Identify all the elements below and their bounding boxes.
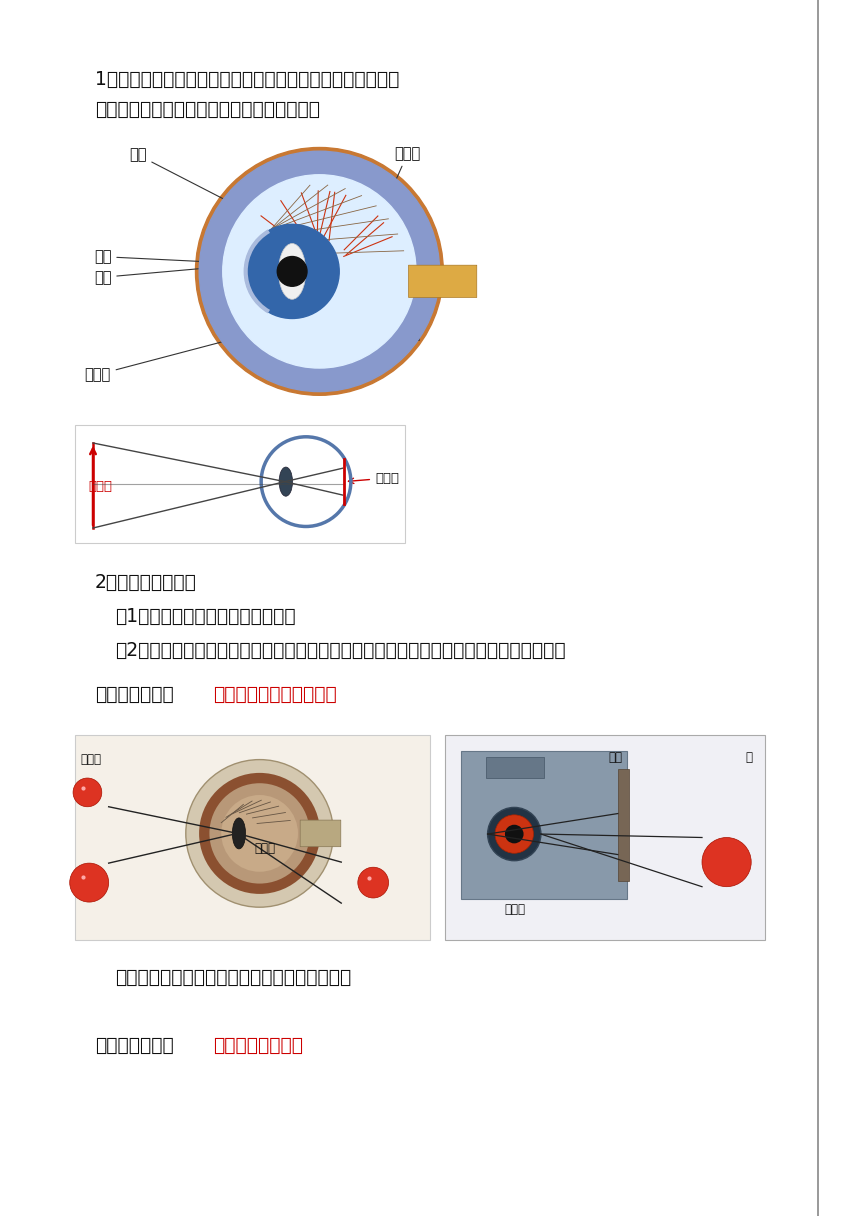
Text: 视网膜: 视网膜 <box>348 472 399 485</box>
Circle shape <box>221 795 298 872</box>
Text: 视: 视 <box>746 751 752 765</box>
Circle shape <box>223 175 416 368</box>
Circle shape <box>195 147 443 395</box>
Text: 虹膜: 虹膜 <box>129 147 290 233</box>
Text: 晶状体: 晶状体 <box>84 325 290 382</box>
Bar <box>486 758 544 778</box>
Text: 类似照相机的凸透镜成像: 类似照相机的凸透镜成像 <box>213 685 337 704</box>
Circle shape <box>702 838 751 886</box>
Text: 晶状体: 晶状体 <box>88 480 112 492</box>
Text: 人眼视物原理：: 人眼视物原理： <box>95 685 174 704</box>
Circle shape <box>277 257 307 286</box>
Bar <box>75 734 430 940</box>
Text: 晶状体的调节作用: 晶状体的调节作用 <box>213 1036 303 1055</box>
FancyBboxPatch shape <box>408 265 476 298</box>
Bar <box>445 734 765 940</box>
Text: （1）眼珠（晶状体）就是凸透镜。: （1）眼珠（晶状体）就是凸透镜。 <box>115 607 296 626</box>
Text: 凸透镜: 凸透镜 <box>504 903 525 916</box>
Ellipse shape <box>232 818 246 849</box>
Text: （2）人眼是通过睫状体（内含平滑肌）调节晶状体的曲度使远近物体的像均成在视网膜。: （2）人眼是通过睫状体（内含平滑肌）调节晶状体的曲度使远近物体的像均成在视网膜。 <box>115 641 566 660</box>
Text: 人眼视物原理：: 人眼视物原理： <box>95 1036 174 1055</box>
Ellipse shape <box>279 243 306 299</box>
Text: 瞳孔: 瞳孔 <box>94 249 274 265</box>
Circle shape <box>186 760 334 907</box>
Circle shape <box>199 773 320 894</box>
Circle shape <box>210 783 310 884</box>
Text: 睫状体、瞳孔、晶状体、玻璃体、视网膜等。: 睫状体、瞳孔、晶状体、玻璃体、视网膜等。 <box>95 100 320 119</box>
Circle shape <box>488 807 541 861</box>
Text: 1．人眼的结构（请你对照图片，认识眼睛的结构与特征。）: 1．人眼的结构（请你对照图片，认识眼睛的结构与特征。） <box>95 71 399 89</box>
Text: 【小结】物体在视网膜上成倒立、缩小的实像。: 【小结】物体在视网膜上成倒立、缩小的实像。 <box>115 968 351 987</box>
Bar <box>75 118 545 413</box>
Circle shape <box>73 778 101 806</box>
Ellipse shape <box>280 467 292 496</box>
Text: 视网膜: 视网膜 <box>80 753 101 766</box>
Text: 玻璃体: 玻璃体 <box>347 310 421 340</box>
Circle shape <box>495 815 533 854</box>
Text: 视网膜: 视网膜 <box>385 146 421 204</box>
Bar <box>461 751 628 899</box>
Circle shape <box>245 224 339 319</box>
Bar <box>617 769 629 882</box>
Circle shape <box>200 151 439 392</box>
Text: 晶状体: 晶状体 <box>255 841 275 855</box>
Text: 视神经: 视神经 <box>425 277 458 293</box>
Circle shape <box>358 867 389 897</box>
Bar <box>75 426 405 544</box>
Circle shape <box>70 863 108 902</box>
Text: 2．人眼视物的原理: 2．人眼视物的原理 <box>95 573 197 592</box>
Circle shape <box>505 824 524 844</box>
Text: 胶片: 胶片 <box>608 751 623 765</box>
FancyBboxPatch shape <box>300 820 341 846</box>
Text: 角膜: 角膜 <box>94 264 249 285</box>
